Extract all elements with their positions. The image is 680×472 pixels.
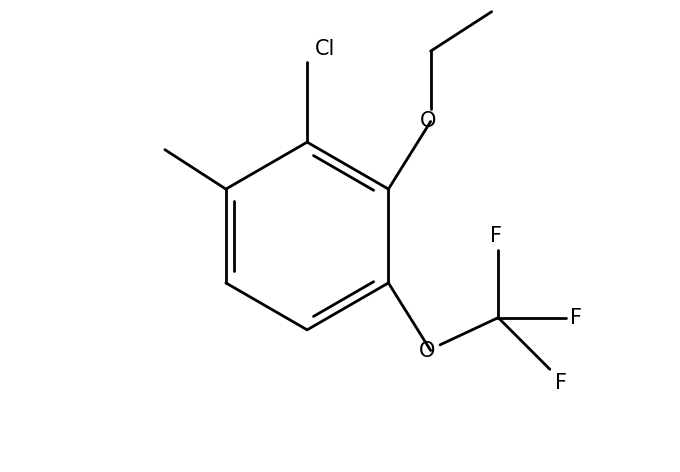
Text: Cl: Cl: [315, 39, 335, 59]
Text: F: F: [571, 308, 583, 328]
Text: O: O: [420, 110, 436, 131]
Text: O: O: [419, 341, 435, 362]
Text: F: F: [556, 373, 568, 393]
Text: F: F: [490, 226, 503, 246]
